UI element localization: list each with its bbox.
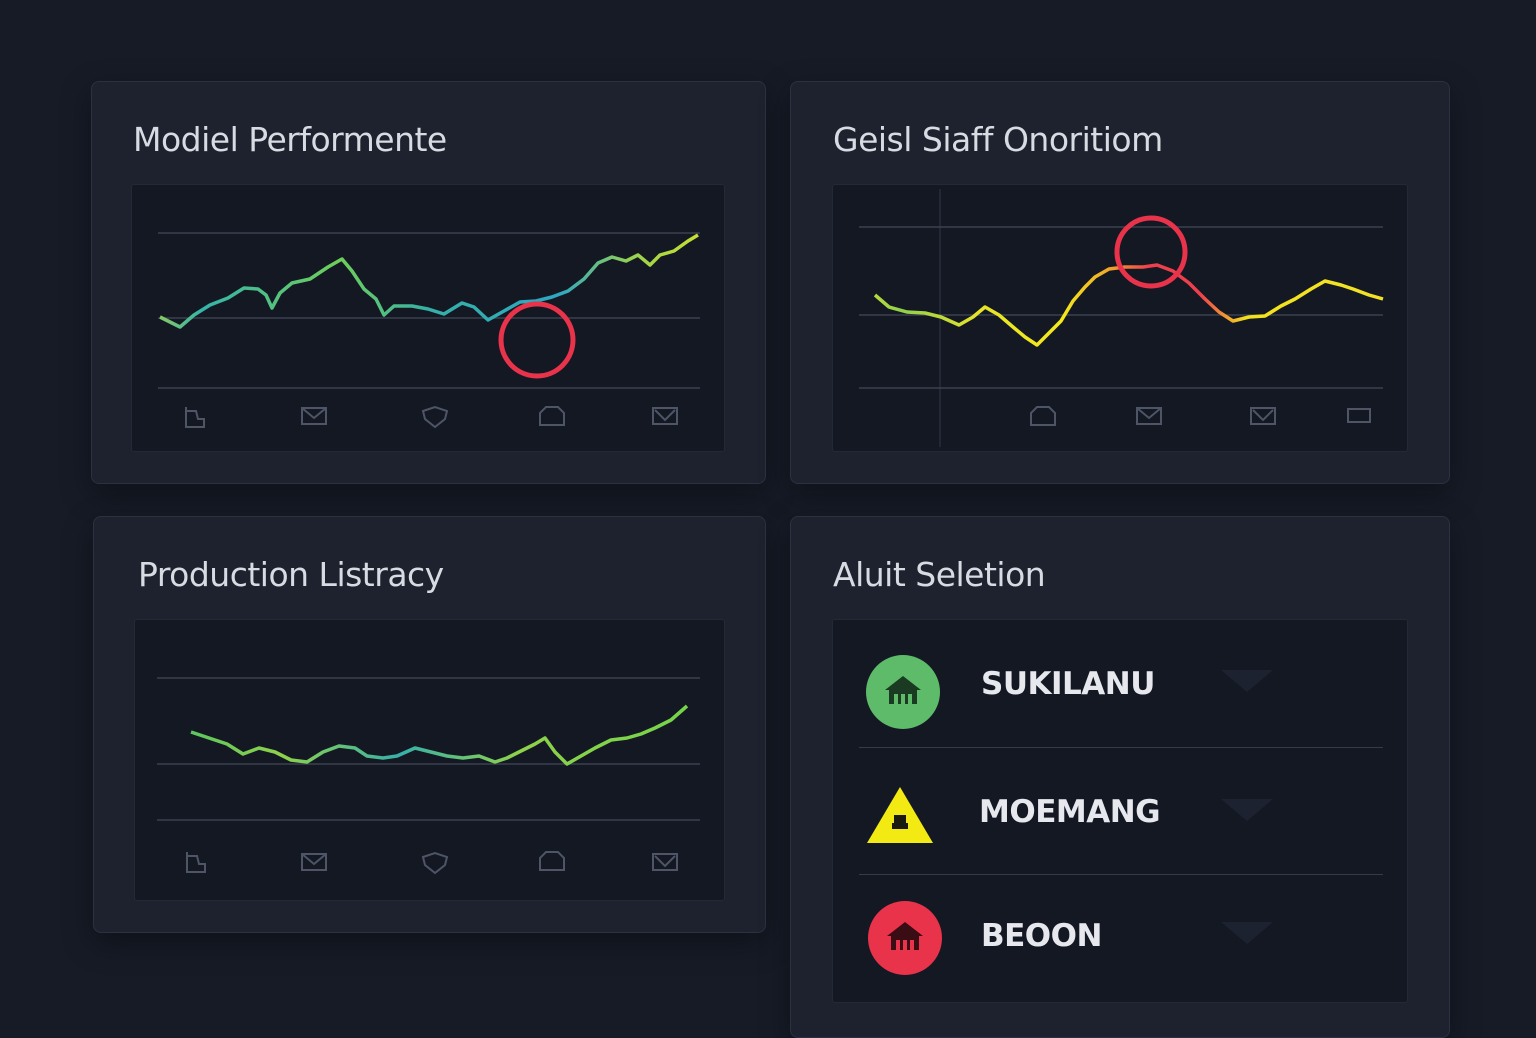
model-performance-chart [131,184,725,452]
home-icon [539,851,565,871]
window-icon [1347,408,1371,423]
list-item-beoon[interactable]: BEOON [859,874,1383,1001]
gesl-staff-chart [832,184,1408,452]
house-circle-icon [868,901,942,975]
flag-icon [185,407,205,428]
production-listracy-card: Production Listracy [93,516,766,933]
aluit-seletion-card: Aluit Seletion SUKILANU MOEMANG [790,516,1450,1038]
card-title: Aluit Seletion [833,555,1046,594]
list-item-moemang[interactable]: MOEMANG [859,747,1383,875]
row-label: SUKILANU [981,666,1155,702]
gesl-staff-card: Geisl Siaff Onoritiom [790,81,1450,484]
flag-wave-icon [1250,407,1276,425]
production-line [190,704,689,766]
card-title: Production Listracy [138,555,444,594]
list-item-sukilanu[interactable]: SUKILANU [859,620,1383,748]
selection-list: SUKILANU MOEMANG BEOON [832,619,1408,1003]
peak-highlight-circle[interactable] [1114,215,1188,289]
performance-line [159,233,699,329]
chevron-down-icon[interactable] [1221,670,1273,692]
flag-icon [186,852,206,873]
mail-icon [1136,407,1162,425]
flag-wave-icon [652,853,678,871]
anomaly-highlight-circle[interactable] [498,301,576,379]
mail-icon [301,853,327,871]
model-performance-svg [158,232,700,429]
card-title: Modiel Performente [133,120,447,159]
chevron-down-icon[interactable] [1221,922,1273,944]
warning-triangle-icon [867,787,933,843]
shield-icon [421,851,449,875]
shield-icon [421,405,449,429]
gesl-staff-svg [859,189,1384,447]
model-performance-card: Modiel Performente [91,81,766,484]
home-icon [539,406,565,426]
row-label: MOEMANG [979,794,1161,830]
house-circle-icon [866,655,940,729]
chevron-down-icon[interactable] [1221,799,1273,821]
production-listracy-chart [134,619,725,901]
staff-line [873,263,1384,347]
production-listracy-svg [157,677,700,875]
row-label: BEOON [981,918,1102,954]
card-title: Geisl Siaff Onoritiom [833,120,1163,159]
home-icon [1030,406,1056,426]
flag-wave-icon [652,407,678,425]
mail-icon [301,407,327,425]
